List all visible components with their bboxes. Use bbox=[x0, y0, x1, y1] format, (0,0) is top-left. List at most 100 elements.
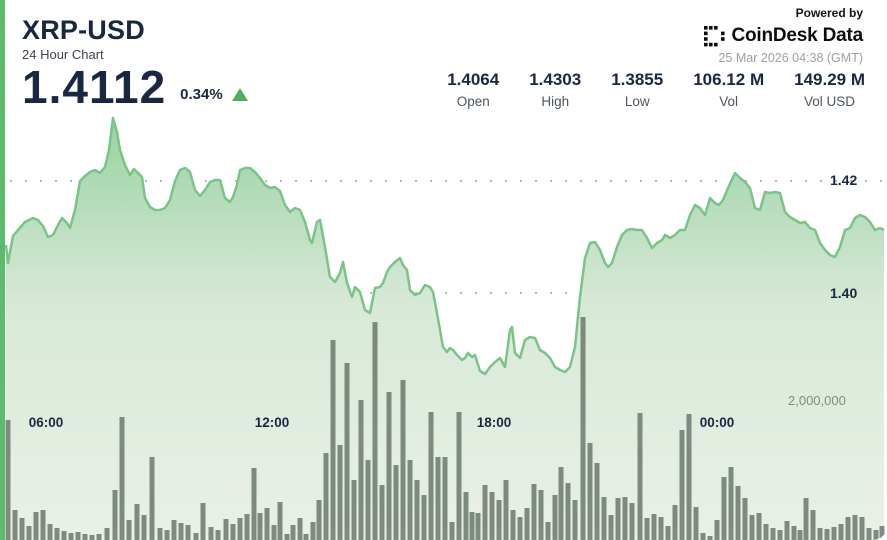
volume-bar bbox=[784, 521, 790, 540]
volume-bar bbox=[658, 517, 664, 540]
volume-bar bbox=[707, 536, 713, 540]
volume-bar bbox=[126, 520, 132, 540]
volume-bar bbox=[237, 518, 243, 540]
volume-bar bbox=[379, 485, 385, 540]
stat-high-label: High bbox=[541, 94, 570, 109]
volume-bar bbox=[665, 526, 671, 540]
volume-bar bbox=[82, 534, 88, 540]
volume-bar bbox=[157, 528, 163, 540]
volume-bar bbox=[104, 528, 110, 540]
volume-bar bbox=[284, 534, 290, 540]
volume-bar bbox=[26, 526, 32, 540]
price-area-fill bbox=[6, 118, 884, 540]
volume-bar bbox=[517, 517, 523, 540]
volume-bar bbox=[777, 530, 783, 540]
volume-bar bbox=[552, 495, 558, 540]
volume-bar bbox=[112, 490, 118, 540]
stat-vol: 106.12 M Vol bbox=[693, 70, 764, 109]
volume-bar bbox=[171, 520, 177, 540]
coindesk-logo-icon bbox=[703, 25, 725, 46]
x-axis-label-0600: 06:00 bbox=[28, 415, 64, 430]
volume-bar bbox=[817, 528, 823, 540]
volume-bar bbox=[693, 507, 699, 540]
volume-bar bbox=[244, 514, 250, 540]
volume-bar bbox=[651, 514, 657, 540]
y-axis-label-volume: 2,000,000 bbox=[788, 393, 846, 408]
volume-bar bbox=[230, 524, 236, 540]
volume-bar bbox=[580, 317, 586, 540]
volume-bar bbox=[316, 500, 322, 540]
volume-bar bbox=[297, 518, 303, 540]
volume-bar bbox=[89, 535, 95, 540]
volume-bar bbox=[351, 480, 357, 540]
volume-bar bbox=[608, 515, 614, 540]
volume-bar bbox=[482, 485, 488, 540]
volume-bar bbox=[435, 457, 441, 540]
volume-bar bbox=[12, 510, 18, 540]
volume-bar bbox=[428, 412, 434, 540]
stat-vol-value: 106.12 M bbox=[693, 70, 765, 89]
coindesk-brand-row[interactable]: CoinDesk Data bbox=[703, 25, 864, 47]
volume-bar bbox=[601, 497, 607, 540]
volume-bar bbox=[538, 490, 544, 540]
volume-bar bbox=[164, 530, 170, 540]
x-axis-label-1200: 12:00 bbox=[254, 415, 290, 430]
chart-timestamp: 25 Mar 2026 04:38 (GMT) bbox=[718, 51, 863, 65]
volume-bar bbox=[831, 527, 837, 540]
volume-bar bbox=[463, 492, 469, 540]
x-axis-label-1800: 18:00 bbox=[476, 415, 512, 430]
volume-bar bbox=[407, 460, 413, 540]
stat-vol-usd-value: 149.29 M bbox=[794, 70, 865, 89]
volume-bar bbox=[251, 468, 257, 540]
volume-bar bbox=[735, 486, 741, 540]
stat-low-label: Low bbox=[624, 94, 650, 109]
volume-bar bbox=[5, 420, 11, 540]
volume-bar bbox=[838, 524, 844, 540]
volume-bar bbox=[149, 457, 155, 540]
up-triangle-icon bbox=[231, 87, 248, 101]
volume-bar bbox=[54, 528, 60, 540]
volume-bar bbox=[456, 412, 462, 540]
volume-bar bbox=[386, 392, 392, 540]
volume-bar bbox=[277, 502, 283, 540]
volume-bar bbox=[742, 498, 748, 540]
volume-bar bbox=[414, 480, 420, 540]
volume-bar bbox=[824, 529, 830, 540]
volume-bar bbox=[763, 524, 769, 540]
volume-bar bbox=[852, 515, 858, 540]
stat-high: 1.4303 High bbox=[529, 70, 581, 109]
volume-bar bbox=[178, 523, 184, 540]
stat-open-label: Open bbox=[456, 94, 490, 109]
last-price: 1.4112 bbox=[22, 61, 167, 113]
volume-bar bbox=[700, 533, 706, 540]
volume-bar bbox=[594, 463, 600, 540]
volume-bar bbox=[393, 465, 399, 540]
volume-bar bbox=[714, 520, 720, 540]
volume-bar bbox=[134, 504, 140, 540]
volume-bar bbox=[469, 512, 475, 540]
volume-bar bbox=[223, 519, 229, 540]
coindesk-brand: CoinDesk Data bbox=[731, 25, 864, 46]
symbol-title: XRP-USD bbox=[22, 15, 145, 45]
volume-bar bbox=[365, 460, 371, 540]
volume-bar bbox=[358, 400, 364, 540]
volume-bar bbox=[728, 467, 734, 540]
volume-bar bbox=[803, 498, 809, 540]
volume-bar bbox=[19, 518, 25, 540]
volume-bar bbox=[290, 525, 296, 540]
volume-bar bbox=[75, 532, 81, 540]
volume-bar bbox=[859, 517, 865, 540]
volume-bar bbox=[61, 531, 67, 540]
volume-bar bbox=[303, 534, 309, 540]
volume-bar bbox=[489, 492, 495, 540]
volume-bar bbox=[797, 530, 803, 540]
stat-vol-usd: 149.29 M Vol USD bbox=[794, 70, 865, 109]
x-axis-label-0000: 00:00 bbox=[699, 415, 735, 430]
volume-bar bbox=[33, 512, 39, 540]
stat-open: 1.4064 Open bbox=[447, 70, 499, 109]
volume-bar bbox=[323, 453, 329, 540]
stat-vol-usd-label: Vol USD bbox=[804, 94, 856, 109]
y-axis-label-1-42: 1.42 bbox=[830, 172, 858, 188]
